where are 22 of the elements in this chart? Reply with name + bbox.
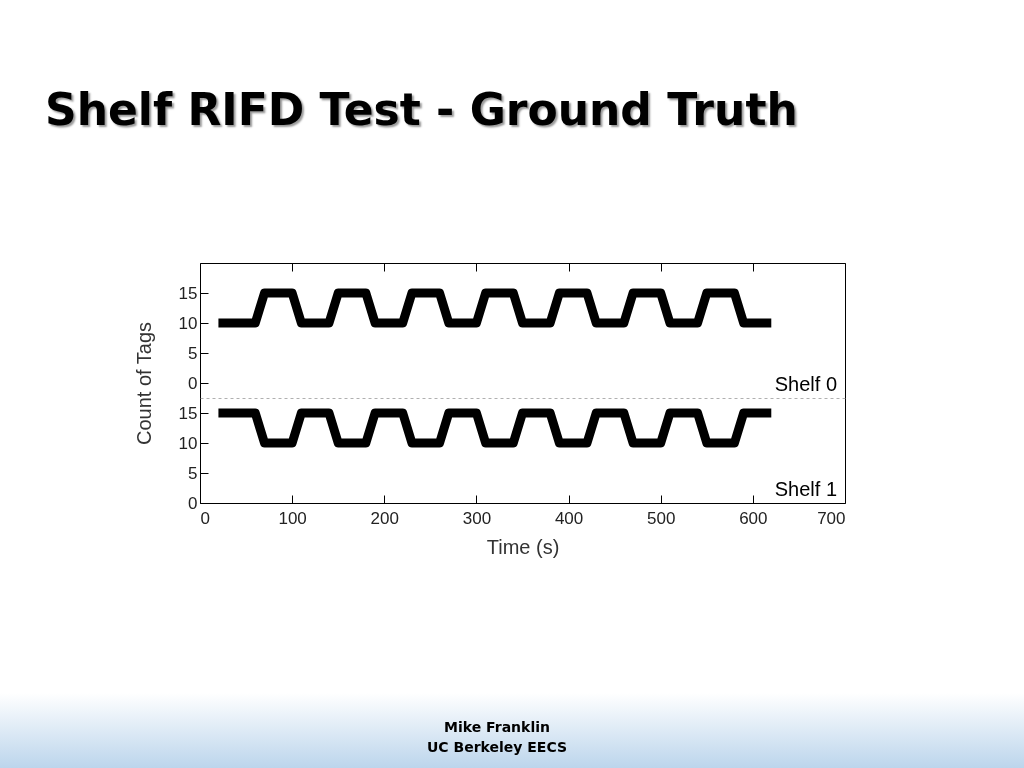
y-axis-title: Count of Tags — [132, 321, 155, 446]
y-tick-label: 5 — [188, 463, 198, 483]
x-tick-label: 400 — [554, 508, 584, 528]
y-tick-label: 10 — [178, 313, 198, 333]
x-tick-label: 100 — [278, 508, 307, 528]
text: Shelf 0 — [774, 373, 837, 395]
x-tick-label: 500 — [647, 508, 676, 528]
text: Mike Franklin — [443, 718, 551, 737]
y-tick-label: 5 — [188, 343, 198, 363]
y-tick-label: 0 — [188, 493, 198, 513]
y-tick-label: 15 — [178, 403, 198, 423]
y-tick-label: 10 — [178, 433, 198, 453]
y-tick-label: 15 — [178, 283, 198, 303]
text: UC Berkeley EECS — [425, 738, 569, 757]
x-tick-label: 600 — [739, 508, 768, 528]
x-tick-label: 200 — [370, 508, 399, 528]
y-tick-label: 0 — [188, 373, 198, 393]
chart-title: Shelf RIFD Test - Ground Truth — [45, 84, 798, 135]
text: Shelf 1 — [774, 478, 837, 500]
x-axis-title: Time (s) — [486, 535, 560, 558]
x-tick-label: 700 — [817, 508, 846, 528]
x-tick-label: 300 — [462, 508, 492, 528]
